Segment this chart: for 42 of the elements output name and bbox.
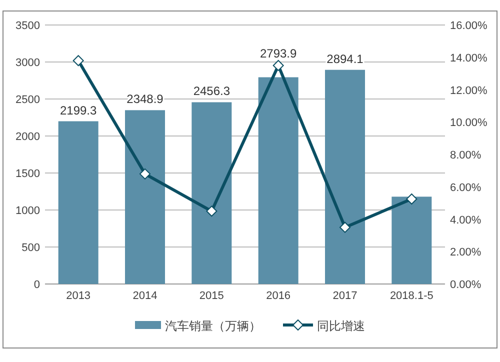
y2-tick-label: 4.00% <box>450 214 482 226</box>
data-label: 2793.9 <box>260 46 298 60</box>
y2-tick-label: 16.00% <box>450 20 488 32</box>
y2-tick-label: 10.00% <box>450 117 488 130</box>
data-label: 2348.9 <box>126 92 164 106</box>
y-tick-label: 500 <box>22 242 40 254</box>
y2-tick-label: 2.00% <box>450 246 482 259</box>
y2-tick-label: 8.00% <box>450 150 482 162</box>
data-label: 2456.3 <box>193 84 230 98</box>
bar <box>258 77 298 284</box>
point <box>406 194 418 205</box>
x-tick-label: 2015 <box>199 290 224 302</box>
y2-tick-label: 12.00% <box>450 84 488 97</box>
y-tick-label: 1500 <box>16 168 40 180</box>
data-label: 2894.1 <box>326 52 364 66</box>
y2-tick-label: 14.00% <box>450 52 488 64</box>
bar <box>58 121 98 284</box>
point <box>140 168 150 180</box>
x-tick-label: 2013 <box>66 290 91 302</box>
y2-tick-label: 6.00% <box>450 182 482 194</box>
bar <box>192 102 232 284</box>
x-tick-label: 2014 <box>132 290 158 302</box>
bar <box>392 196 432 284</box>
legend-label: 同比增速 <box>317 319 365 333</box>
y-tick-label: 1000 <box>16 205 40 217</box>
y-tick-label: 0 <box>34 279 40 291</box>
x-tick-label: 2017 <box>332 290 358 302</box>
x-tick-label: 2018.1-5 <box>390 290 434 302</box>
point <box>340 222 350 233</box>
y-tick-label: 2500 <box>16 94 40 106</box>
y-tick-label: 3500 <box>16 20 40 32</box>
legend-label: 汽车销量（万辆） <box>165 319 261 333</box>
point <box>206 206 218 217</box>
y2-tick-label: 0.00% <box>450 279 482 291</box>
bar <box>325 70 365 284</box>
point <box>72 55 84 66</box>
bar <box>125 110 165 284</box>
y-tick-label: 3000 <box>16 57 40 69</box>
point <box>272 60 284 71</box>
x-tick-label: 2016 <box>266 290 291 302</box>
data-label: 2199.3 <box>60 103 98 118</box>
y-tick-label: 2000 <box>16 131 40 143</box>
